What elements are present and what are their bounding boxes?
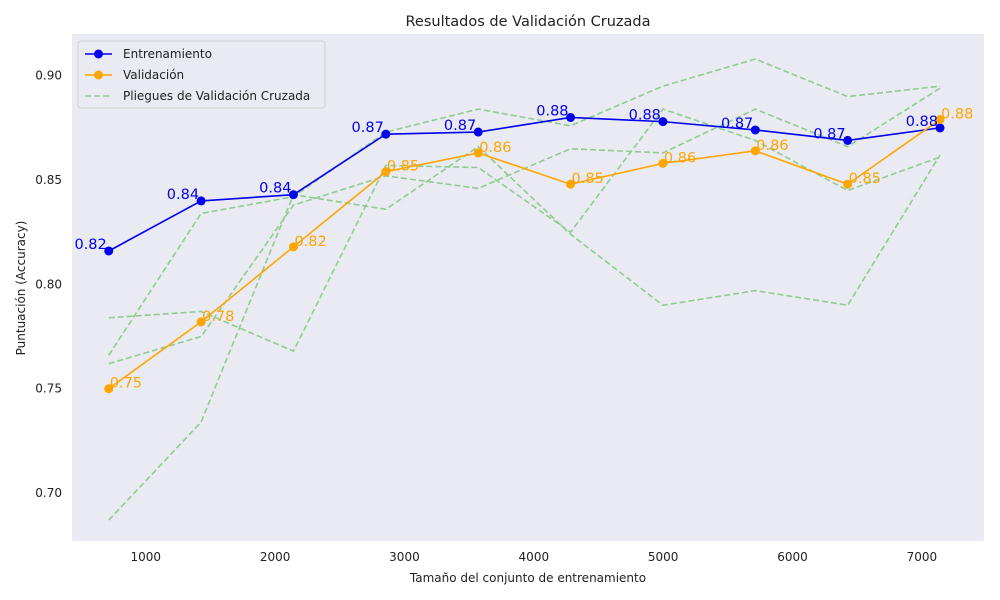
validation-data-label: 0.78 bbox=[202, 309, 234, 325]
plot-area bbox=[72, 34, 984, 541]
validation-data-label: 0.85 bbox=[387, 159, 419, 175]
validation-point bbox=[843, 179, 853, 189]
series-lines bbox=[104, 112, 945, 394]
legend: Entrenamiento Validación Pliegues de Val… bbox=[77, 40, 326, 109]
train-point bbox=[935, 123, 945, 133]
train-point bbox=[288, 190, 298, 200]
x-tick-label: 6000 bbox=[777, 550, 808, 564]
validation-point bbox=[658, 158, 668, 168]
x-tick-label: 1000 bbox=[130, 550, 161, 564]
validation-point bbox=[473, 148, 483, 158]
y-tick-label: 0.80 bbox=[35, 277, 62, 291]
y-tick-label: 0.75 bbox=[35, 382, 62, 396]
train-point bbox=[843, 135, 853, 145]
train-point bbox=[473, 127, 483, 137]
y-axis-label: Puntuación (Accuracy) bbox=[14, 221, 28, 356]
validation-data-label: 0.86 bbox=[664, 150, 696, 166]
validation-data-label: 0.86 bbox=[479, 140, 511, 156]
train-data-label: 0.87 bbox=[444, 118, 476, 134]
train-point bbox=[104, 246, 114, 256]
train-point bbox=[566, 112, 576, 122]
validation-data-label: 0.85 bbox=[849, 171, 881, 187]
train-data-label: 0.87 bbox=[813, 126, 845, 142]
legend-validation-marker bbox=[94, 70, 103, 80]
validation-point bbox=[566, 179, 576, 189]
y-tick-label: 0.70 bbox=[35, 486, 62, 500]
train-data-label: 0.84 bbox=[167, 187, 199, 203]
validation-data-label: 0.85 bbox=[572, 171, 604, 187]
legend-folds-label: Pliegues de Validación Cruzada bbox=[123, 89, 310, 103]
validation-point bbox=[288, 242, 298, 252]
legend-box bbox=[77, 40, 326, 109]
x-tick-labels: 1000 2000 3000 4000 5000 6000 7000 bbox=[130, 550, 937, 564]
legend-train-marker bbox=[94, 49, 103, 59]
y-tick-label: 0.85 bbox=[35, 173, 62, 187]
data-labels: 0.820.84 0.840.87 0.870.88 0.880.870.870.88… bbox=[74, 103, 973, 391]
train-data-label: 0.88 bbox=[906, 114, 938, 130]
validation-point bbox=[196, 317, 206, 327]
train-data-label: 0.88 bbox=[629, 108, 661, 124]
validation-point bbox=[381, 167, 391, 177]
train-point bbox=[381, 129, 391, 139]
x-tick-label: 2000 bbox=[260, 550, 291, 564]
validation-data-label: 0.86 bbox=[756, 138, 788, 154]
validation-data-label: 0.82 bbox=[294, 234, 326, 250]
x-tick-label: 4000 bbox=[519, 550, 550, 564]
cv-fold-line bbox=[108, 58, 941, 356]
train-data-label: 0.87 bbox=[352, 120, 384, 136]
validation-point bbox=[935, 115, 945, 125]
validation-series-line bbox=[108, 118, 941, 390]
train-series-line bbox=[108, 116, 941, 252]
validation-data-label: 0.75 bbox=[110, 376, 142, 392]
validation-point bbox=[750, 146, 760, 156]
legend-validation-label: Validación bbox=[123, 68, 184, 82]
x-tick-label: 7000 bbox=[907, 550, 938, 564]
chart-title: Resultados de Validación Cruzada bbox=[405, 14, 650, 30]
y-tick-labels: 0.70 0.75 0.80 0.85 0.90 bbox=[35, 69, 62, 500]
x-tick-label: 3000 bbox=[389, 550, 420, 564]
validation-data-label: 0.88 bbox=[941, 107, 973, 123]
train-point bbox=[196, 196, 206, 206]
x-tick-label: 5000 bbox=[648, 550, 679, 564]
train-point bbox=[658, 117, 668, 127]
train-data-label: 0.82 bbox=[74, 237, 106, 253]
y-tick-label: 0.90 bbox=[35, 69, 62, 83]
validation-point bbox=[104, 384, 114, 394]
cv-fold-line bbox=[108, 108, 941, 353]
train-data-label: 0.88 bbox=[536, 103, 568, 119]
train-point bbox=[750, 125, 760, 135]
x-axis-label: Tamaño del conjunto de entrenamiento bbox=[409, 571, 646, 585]
legend-train-label: Entrenamiento bbox=[123, 47, 212, 61]
cv-fold-line bbox=[108, 145, 941, 521]
train-data-label: 0.87 bbox=[721, 116, 753, 132]
train-data-label: 0.84 bbox=[259, 181, 291, 197]
